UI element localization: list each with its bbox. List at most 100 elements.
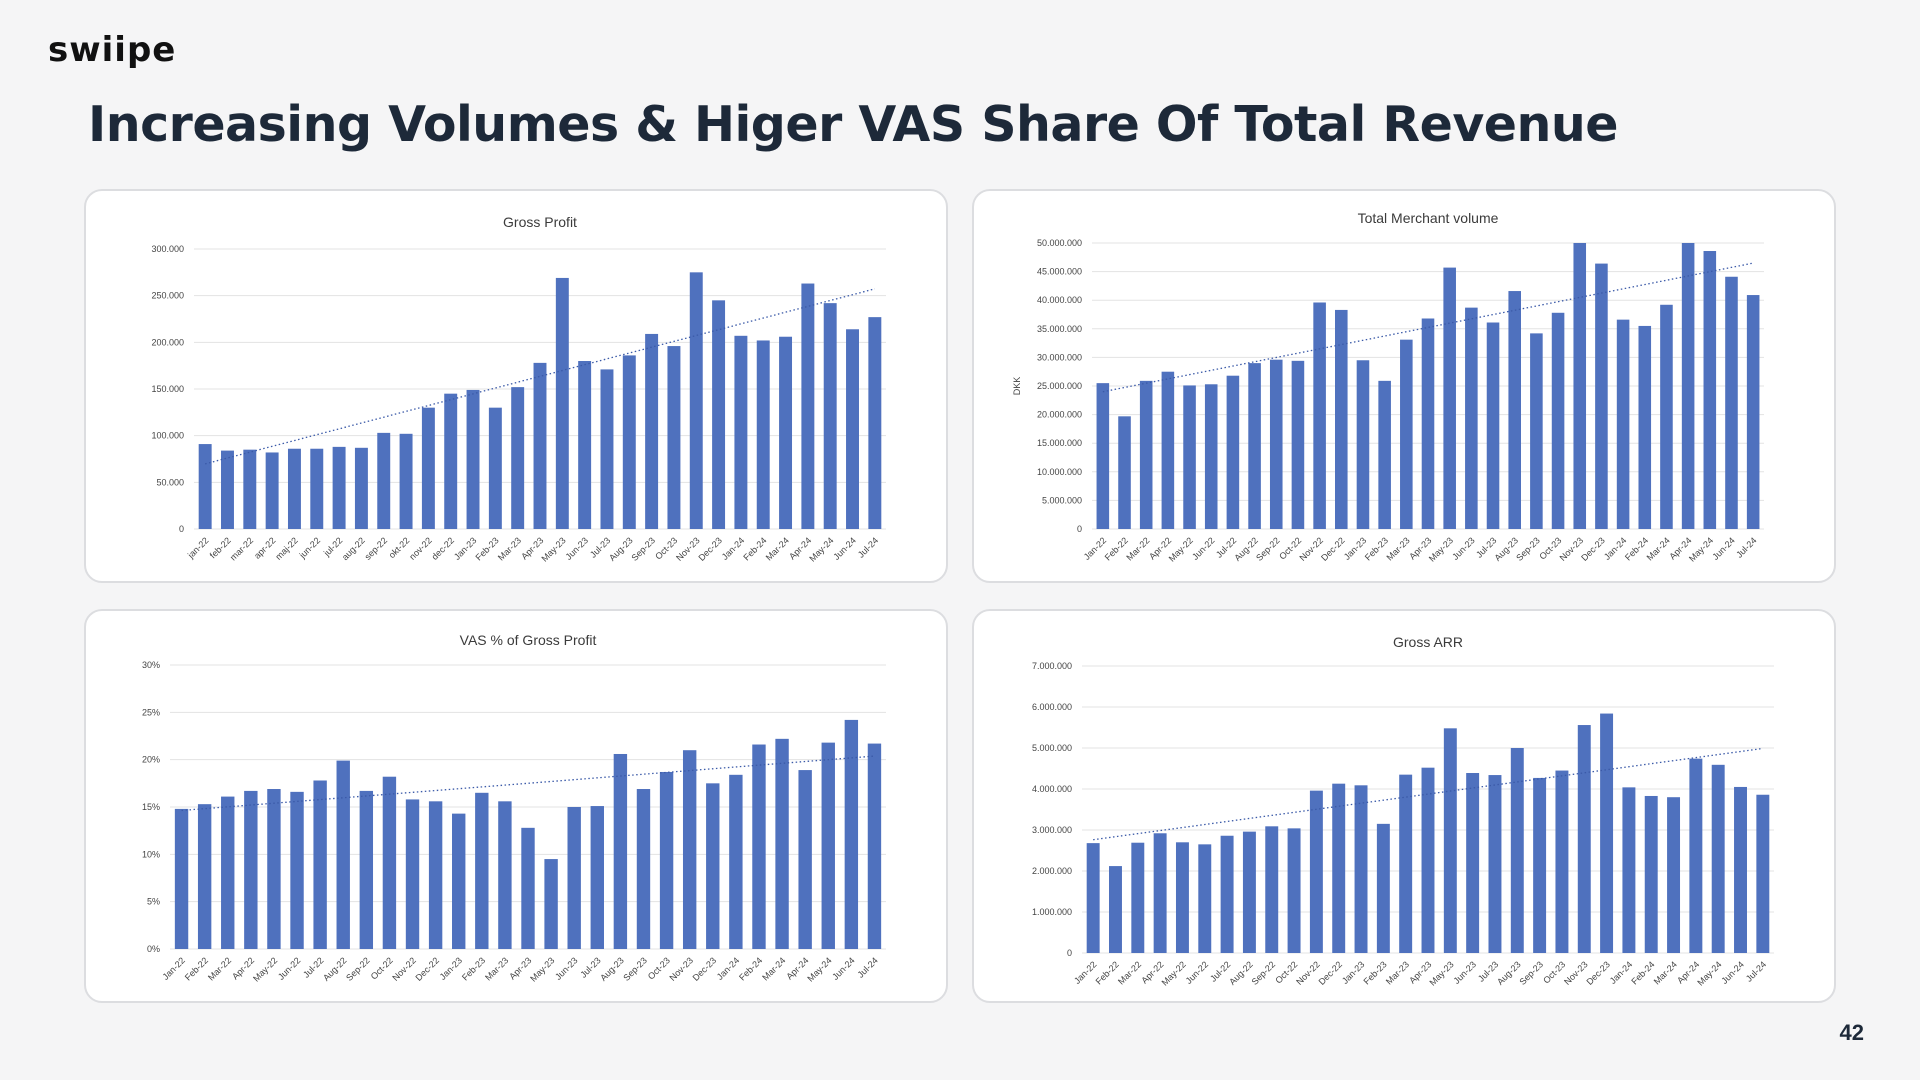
bar	[1595, 263, 1608, 529]
x-tick-label: Jun-24	[831, 535, 858, 562]
x-tick-label: Sep-23	[629, 535, 657, 563]
vas-share-chart: VAS % of Gross Profit 0% 5% 10% 15% 20% 25% 30%…	[142, 632, 886, 984]
x-tick-label: May-23	[1427, 535, 1455, 563]
bar	[798, 770, 812, 949]
bar	[488, 407, 502, 529]
y-tick-label: 0	[1067, 948, 1072, 958]
y-tick-label: 3.000.000	[1032, 825, 1072, 835]
y-tick-label: 6.000.000	[1032, 702, 1072, 712]
x-tick-label: Jun-23	[553, 955, 580, 982]
x-tick-label: Mar-24	[1652, 959, 1679, 986]
bar	[1378, 380, 1391, 529]
bar	[377, 432, 391, 529]
x-tick-label: Aug-23	[598, 955, 626, 983]
x-tick-label: Jun-24	[1719, 959, 1746, 986]
bar	[452, 813, 466, 949]
bar	[511, 387, 525, 529]
bar	[1313, 302, 1326, 529]
bar	[359, 790, 374, 949]
bar	[1689, 758, 1703, 953]
slide-title: Increasing Volumes & Higer VAS Share Of …	[88, 96, 1619, 153]
y-tick-label: 40.000.000	[1037, 295, 1082, 305]
bar	[466, 389, 480, 529]
bar	[1488, 775, 1502, 953]
x-tick-label: apr-22	[252, 535, 277, 560]
x-tick-label: May-22	[251, 955, 279, 983]
bar	[636, 789, 651, 949]
y-tick-label: 25.000.000	[1037, 381, 1082, 391]
bar	[578, 361, 592, 529]
bar	[1466, 773, 1480, 953]
x-tick-label: Jun-22	[1190, 535, 1217, 562]
x-tick-label: Jul-24	[856, 535, 880, 559]
bar	[399, 433, 413, 529]
bar	[1600, 713, 1614, 953]
bar	[1530, 333, 1543, 529]
x-tick-label: Nov-22	[390, 955, 418, 983]
x-tick-label: Aug-23	[1495, 959, 1523, 987]
y-tick-label: 25%	[142, 707, 160, 717]
x-tick-label: Mar-22	[1124, 535, 1151, 562]
x-tick-label: Feb-23	[474, 535, 501, 562]
bar	[1638, 325, 1652, 529]
x-tick-label: Nov-23	[1562, 959, 1590, 987]
bar	[1269, 359, 1283, 529]
bar	[1248, 363, 1261, 529]
bar	[287, 448, 301, 529]
x-tick-label: Jun-23	[564, 535, 591, 562]
x-tick-label: Dec-23	[696, 535, 724, 563]
y-tick-label: 250.000	[151, 291, 184, 301]
x-tick-label: May-24	[1695, 959, 1723, 987]
bar	[1096, 383, 1110, 529]
bar	[533, 362, 547, 529]
x-tick-label: aug-22	[340, 535, 367, 562]
bar	[444, 393, 458, 529]
bar	[1153, 833, 1167, 953]
bar	[1291, 360, 1305, 529]
bar	[1175, 842, 1189, 953]
bar	[1443, 267, 1456, 529]
chart-title: Total Merchant volume	[1358, 210, 1499, 226]
x-tick-label: Feb-24	[737, 955, 764, 982]
x-tick-label: Mar-24	[764, 535, 791, 562]
bar	[1756, 794, 1770, 953]
bar	[622, 355, 636, 529]
x-tick-label: dec-22	[430, 535, 457, 562]
bar	[221, 450, 234, 529]
x-tick-label: Jan-24	[1608, 959, 1635, 986]
gross-profit-chart-card: Gross Profit 0 50.000 100.000 150.000 200.000…	[84, 189, 948, 583]
bar	[382, 776, 397, 949]
x-tick-label: Jun-23	[1452, 959, 1479, 986]
bar	[1139, 380, 1153, 529]
y-axis-label: DKK	[1012, 377, 1022, 396]
bar	[752, 744, 766, 949]
y-tick-label: 10.000.000	[1037, 467, 1082, 477]
x-tick-label: Jun-24	[1710, 535, 1737, 562]
bar	[590, 806, 604, 949]
bar	[555, 277, 569, 529]
x-tick-label: Jan-23	[438, 955, 465, 982]
bar	[1616, 319, 1630, 529]
x-tick-label: May-23	[1427, 959, 1455, 987]
y-tick-label: 4.000.000	[1032, 784, 1072, 794]
bar	[1711, 764, 1725, 953]
bar	[600, 369, 614, 529]
x-tick-label: Nov-23	[674, 535, 702, 563]
x-tick-label: May-22	[1167, 535, 1195, 563]
bar	[659, 771, 674, 949]
bar	[1421, 318, 1435, 529]
bar	[428, 801, 443, 949]
bar	[498, 801, 512, 949]
bar	[1242, 831, 1256, 953]
bar	[1335, 309, 1348, 529]
bar	[1734, 786, 1747, 953]
x-tick-label: Sep-23	[621, 955, 649, 983]
bar	[1421, 767, 1435, 953]
y-tick-label: 7.000.000	[1032, 661, 1072, 671]
merchant-volume-chart-card: Total Merchant volume DKK 0 5.000.000 10.000…	[972, 189, 1836, 583]
bar	[1622, 787, 1636, 953]
x-tick-label: mar-22	[228, 535, 255, 562]
y-tick-label: 5.000.000	[1032, 743, 1072, 753]
bar	[221, 796, 235, 949]
bar	[244, 790, 258, 949]
